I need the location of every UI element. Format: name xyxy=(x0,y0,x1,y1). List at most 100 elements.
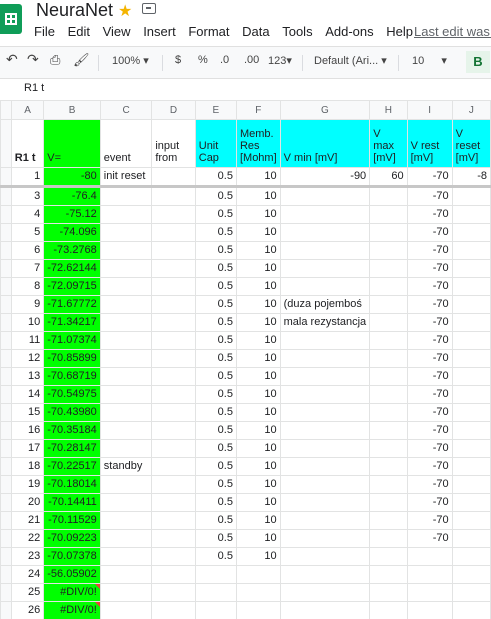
cell-g[interactable] xyxy=(279,223,371,242)
cell-e[interactable] xyxy=(194,601,237,619)
cell-j[interactable] xyxy=(451,421,491,440)
cell-f[interactable]: 10 xyxy=(235,439,281,458)
cell-h[interactable] xyxy=(369,583,408,602)
cell-b[interactable]: -70.68719 xyxy=(43,367,101,386)
cell-b[interactable]: -70.28147 xyxy=(43,439,101,458)
cell-h[interactable] xyxy=(369,295,408,314)
cell-h[interactable] xyxy=(369,205,408,224)
cell-b[interactable]: -70.14411 xyxy=(43,493,101,512)
cell-h[interactable] xyxy=(369,277,408,296)
cell-header-g[interactable]: V min [mV] xyxy=(279,119,371,168)
cell-a[interactable]: 3 xyxy=(10,186,45,206)
row-number[interactable] xyxy=(0,277,12,296)
cell-c[interactable] xyxy=(99,565,153,584)
cell-i[interactable]: -70 xyxy=(406,241,453,260)
cell-j[interactable] xyxy=(451,385,491,404)
cell-c[interactable] xyxy=(99,601,153,619)
cell-j[interactable] xyxy=(451,241,491,260)
spreadsheet-grid[interactable]: A B C D E F G H I J R1 t V= event input … xyxy=(0,100,491,619)
cell-i[interactable]: -70 xyxy=(406,403,453,422)
cell-e[interactable]: 0.5 xyxy=(194,475,237,494)
cell-f[interactable]: 10 xyxy=(235,385,281,404)
cell-f[interactable]: 10 xyxy=(235,277,281,296)
cell-c[interactable] xyxy=(99,259,153,278)
cell-g[interactable] xyxy=(279,331,371,350)
cell-h[interactable] xyxy=(369,493,408,512)
cell-d[interactable] xyxy=(151,601,196,619)
cell-e[interactable]: 0.5 xyxy=(194,205,237,224)
cell-a[interactable]: 26 xyxy=(10,601,45,619)
cell-f[interactable]: 10 xyxy=(235,403,281,422)
cell-h[interactable] xyxy=(369,439,408,458)
cell-f[interactable]: 10 xyxy=(235,547,281,566)
cell-g[interactable] xyxy=(279,457,371,476)
cell-a[interactable]: 22 xyxy=(10,529,45,548)
cell-e[interactable]: 0.5 xyxy=(194,385,237,404)
cell-b[interactable]: -70.18014 xyxy=(43,475,101,494)
column-header-j[interactable]: J xyxy=(451,100,491,120)
cell-j[interactable] xyxy=(451,277,491,296)
cell-i[interactable] xyxy=(406,547,453,566)
cell-c[interactable] xyxy=(99,511,153,530)
cell-a[interactable]: 4 xyxy=(10,205,45,224)
cell-a[interactable]: 14 xyxy=(10,385,45,404)
cell-c[interactable] xyxy=(99,529,153,548)
cell-g[interactable] xyxy=(279,277,371,296)
cell-g[interactable] xyxy=(279,421,371,440)
cell-i[interactable]: -70 xyxy=(406,529,453,548)
cell-a[interactable]: 24 xyxy=(10,565,45,584)
cell-j[interactable] xyxy=(451,295,491,314)
cell-d[interactable] xyxy=(151,457,196,476)
cell-e[interactable]: 0.5 xyxy=(194,241,237,260)
cell-a[interactable]: 11 xyxy=(10,331,45,350)
font-family-select[interactable]: Default (Ari... ▾ xyxy=(314,55,387,67)
cell-b[interactable]: -74.096 xyxy=(43,223,101,242)
row-number[interactable] xyxy=(0,167,12,188)
cell-f[interactable]: 10 xyxy=(235,295,281,314)
menu-addons[interactable]: Add-ons xyxy=(325,24,374,39)
cell-g[interactable] xyxy=(279,547,371,566)
cell-f[interactable]: 10 xyxy=(235,223,281,242)
cell-i[interactable]: -70 xyxy=(406,186,453,206)
cell-h[interactable] xyxy=(369,511,408,530)
cell-j[interactable] xyxy=(451,223,491,242)
bold-button[interactable]: B xyxy=(466,51,490,73)
cell-i[interactable]: -70 xyxy=(406,439,453,458)
more-formats-button[interactable]: 123▾ xyxy=(268,55,292,67)
cell-h[interactable] xyxy=(369,223,408,242)
cell-h[interactable] xyxy=(369,367,408,386)
cell-g[interactable] xyxy=(279,403,371,422)
cell-j[interactable]: -8 xyxy=(451,167,491,188)
cell-i[interactable]: -70 xyxy=(406,277,453,296)
column-header-i[interactable]: I xyxy=(406,100,453,120)
document-title[interactable]: NeuraNet xyxy=(36,0,114,20)
row-number[interactable] xyxy=(0,403,12,422)
cell-a[interactable]: 12 xyxy=(10,349,45,368)
cell-c[interactable] xyxy=(99,367,153,386)
cell-f[interactable] xyxy=(235,583,281,602)
row-number[interactable] xyxy=(0,583,12,602)
cell-header-c[interactable]: event xyxy=(99,119,153,168)
cell-j[interactable] xyxy=(451,565,491,584)
cell-d[interactable] xyxy=(151,367,196,386)
menu-data[interactable]: Data xyxy=(242,24,270,39)
cell-f[interactable]: 10 xyxy=(235,475,281,494)
cell-b[interactable]: -71.07374 xyxy=(43,331,101,350)
cell-g[interactable] xyxy=(279,439,371,458)
cell-d[interactable] xyxy=(151,475,196,494)
cell-e[interactable]: 0.5 xyxy=(194,313,237,332)
cell-h[interactable]: 60 xyxy=(369,167,408,188)
cell-g[interactable] xyxy=(279,205,371,224)
cell-a[interactable]: 20 xyxy=(10,493,45,512)
row-number[interactable] xyxy=(0,385,12,404)
cell-e[interactable]: 0.5 xyxy=(194,529,237,548)
cell-g[interactable] xyxy=(279,241,371,260)
cell-j[interactable] xyxy=(451,403,491,422)
cell-d[interactable] xyxy=(151,205,196,224)
cell-d[interactable] xyxy=(151,223,196,242)
cell-d[interactable] xyxy=(151,439,196,458)
cell-b[interactable]: -70.07378 xyxy=(43,547,101,566)
cell-e[interactable]: 0.5 xyxy=(194,421,237,440)
cell-i[interactable]: -70 xyxy=(406,511,453,530)
cell-b[interactable]: -72.62144 xyxy=(43,259,101,278)
